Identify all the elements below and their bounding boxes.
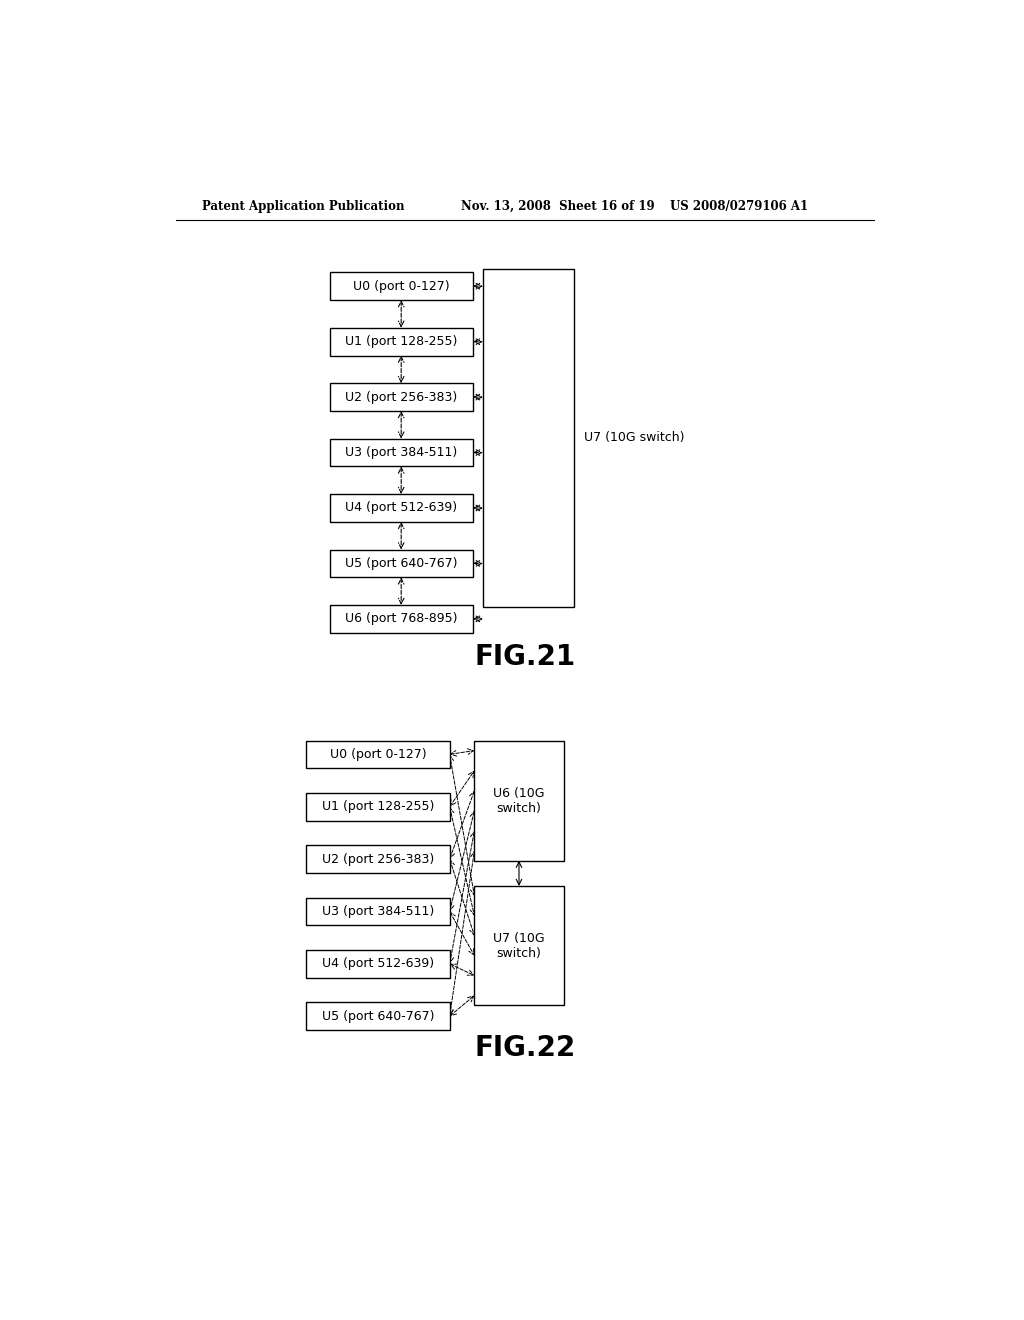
Bar [330, 383, 473, 411]
Text: U1 (port 128-255): U1 (port 128-255) [345, 335, 458, 348]
Bar [330, 605, 473, 632]
Bar [306, 950, 450, 978]
Bar [330, 327, 473, 355]
Text: U6 (port 768-895): U6 (port 768-895) [345, 612, 458, 626]
Text: Nov. 13, 2008  Sheet 16 of 19: Nov. 13, 2008 Sheet 16 of 19 [461, 199, 655, 213]
Text: U7 (10G switch): U7 (10G switch) [584, 432, 684, 444]
Bar [306, 793, 450, 821]
Bar [474, 886, 563, 1006]
Text: U0 (port 0-127): U0 (port 0-127) [353, 280, 450, 293]
Text: U7 (10G
switch): U7 (10G switch) [494, 932, 545, 960]
Text: U1 (port 128-255): U1 (port 128-255) [322, 800, 434, 813]
Text: Patent Application Publication: Patent Application Publication [202, 199, 404, 213]
Text: U3 (port 384-511): U3 (port 384-511) [345, 446, 458, 459]
Bar [306, 898, 450, 925]
Bar [483, 268, 574, 607]
Bar [330, 494, 473, 521]
Text: FIG.21: FIG.21 [474, 643, 575, 672]
Text: U2 (port 256-383): U2 (port 256-383) [322, 853, 434, 866]
Text: U3 (port 384-511): U3 (port 384-511) [322, 906, 434, 917]
Bar [306, 845, 450, 873]
Bar [330, 272, 473, 300]
Bar [306, 741, 450, 768]
Bar [474, 741, 563, 861]
Text: U4 (port 512-639): U4 (port 512-639) [322, 957, 434, 970]
Text: U4 (port 512-639): U4 (port 512-639) [345, 502, 458, 515]
Text: U0 (port 0-127): U0 (port 0-127) [330, 748, 426, 760]
Text: U5 (port 640-767): U5 (port 640-767) [345, 557, 458, 570]
Text: U2 (port 256-383): U2 (port 256-383) [345, 391, 458, 404]
Text: U6 (10G
switch): U6 (10G switch) [494, 787, 545, 814]
Text: US 2008/0279106 A1: US 2008/0279106 A1 [671, 199, 809, 213]
Bar [330, 438, 473, 466]
Text: FIG.22: FIG.22 [474, 1034, 575, 1061]
Bar [330, 549, 473, 577]
Text: U5 (port 640-767): U5 (port 640-767) [322, 1010, 434, 1023]
Bar [306, 1002, 450, 1030]
